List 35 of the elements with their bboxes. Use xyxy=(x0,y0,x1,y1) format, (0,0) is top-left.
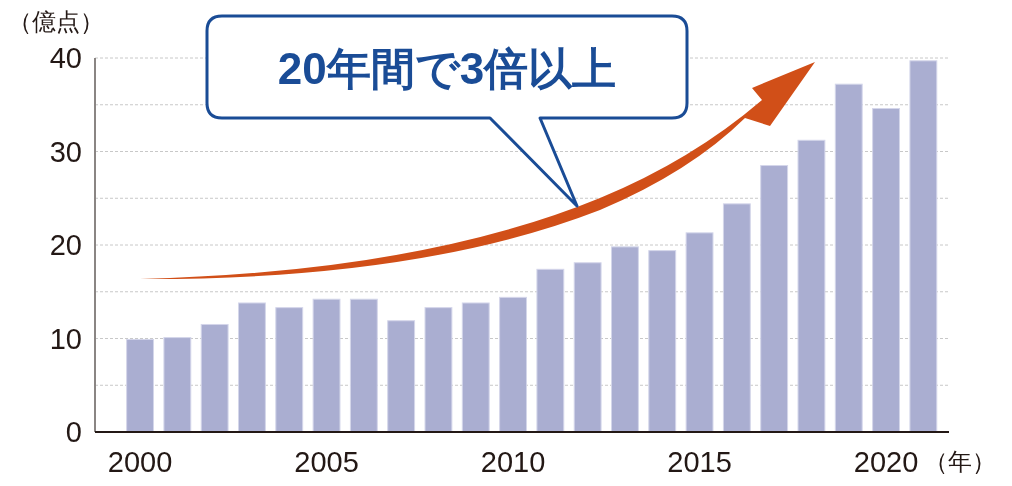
bar xyxy=(200,323,229,433)
bar xyxy=(722,203,751,433)
bar xyxy=(238,302,266,433)
bar xyxy=(312,298,341,433)
bar xyxy=(760,165,789,433)
bar xyxy=(909,60,938,433)
bar xyxy=(163,337,192,433)
bar xyxy=(126,338,154,433)
y-tick-label: 30 xyxy=(49,135,82,168)
x-tick-label: 2010 xyxy=(480,446,546,478)
y-tick-label: 40 xyxy=(49,42,82,74)
y-axis-title: （億点） xyxy=(8,8,104,35)
x-tick-label: 2000 xyxy=(107,446,173,478)
bar xyxy=(797,139,826,433)
x-tick-label: 2005 xyxy=(294,446,359,478)
bar xyxy=(536,268,565,433)
bar xyxy=(499,296,527,433)
y-tick-label: 10 xyxy=(49,322,82,355)
y-tick-label: 0 xyxy=(65,416,82,448)
bar xyxy=(275,307,304,433)
bar xyxy=(611,246,639,433)
x-axis-title: （年） xyxy=(924,448,997,475)
bar xyxy=(573,262,602,433)
bar xyxy=(685,232,714,433)
bar xyxy=(872,107,900,433)
bar xyxy=(834,83,863,433)
bar xyxy=(648,250,677,433)
bar xyxy=(461,302,490,433)
annotation: 20年間で3倍以上 xyxy=(277,44,617,93)
bar xyxy=(424,307,453,433)
bar xyxy=(349,298,378,433)
y-tick-label: 20 xyxy=(49,229,82,261)
x-tick-label: 2015 xyxy=(667,446,732,478)
bar xyxy=(387,320,416,433)
x-tick-label: 2020 xyxy=(853,446,919,478)
